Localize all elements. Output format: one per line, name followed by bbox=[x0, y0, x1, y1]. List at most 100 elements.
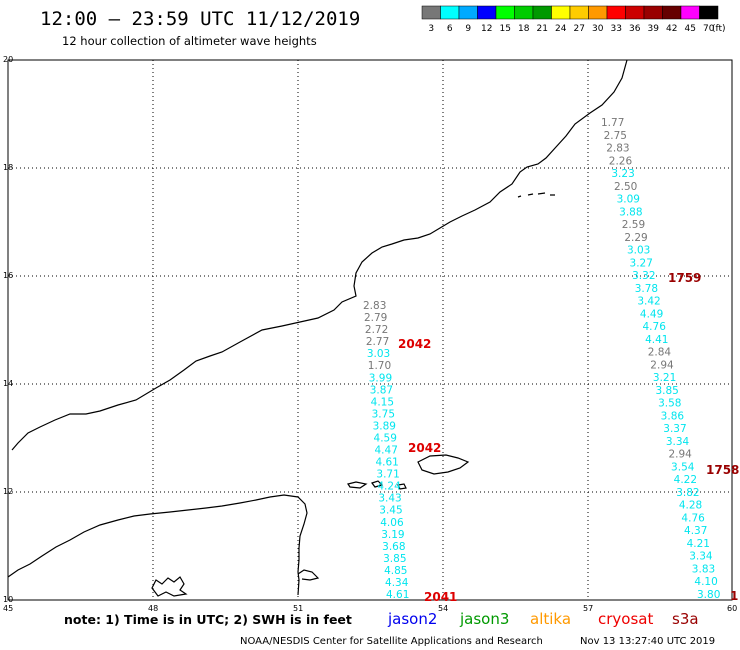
legend-swatch bbox=[477, 5, 497, 20]
wave-height-label: 2.94 bbox=[668, 449, 692, 461]
wave-height-label: 3.85 bbox=[655, 385, 678, 397]
wave-height-label: 4.61 bbox=[386, 589, 409, 601]
wave-height-label: 2.79 bbox=[364, 312, 387, 324]
satellite-legend: jason2 jason3 altika cryosat s3a bbox=[387, 610, 699, 628]
legend-label: 12 bbox=[481, 24, 492, 34]
wave-height-label: 3.54 bbox=[671, 461, 695, 473]
satellite-jason2: jason2 bbox=[387, 610, 437, 628]
wave-height-label: 2.26 bbox=[609, 155, 633, 167]
wave-height-label: 3.75 bbox=[372, 408, 395, 420]
footer-note: note: 1) Time is in UTC; 2) SWH is in fe… bbox=[64, 612, 352, 627]
wave-height-label: 3.45 bbox=[379, 505, 402, 517]
east-track-labels: 1.772.752.832.263.232.503.093.882.592.29… bbox=[601, 117, 720, 601]
wave-height-label: 3.99 bbox=[369, 372, 392, 384]
coastline-africa bbox=[7, 494, 308, 596]
footer-credit: NOAA/NESDIS Center for Satellite Applica… bbox=[240, 636, 543, 647]
wave-height-label: 4.06 bbox=[380, 517, 404, 529]
wave-height-label: 4.34 bbox=[385, 577, 409, 589]
small-islet-1 bbox=[371, 480, 384, 488]
somalia-tip bbox=[297, 569, 320, 581]
legend-swatch bbox=[643, 5, 663, 20]
wave-height-label: 2.72 bbox=[365, 324, 388, 336]
lat-label-10: 10 bbox=[3, 595, 13, 604]
legend-label: 45 bbox=[685, 24, 696, 34]
small-islet-2 bbox=[397, 483, 407, 490]
wave-height-label: 3.88 bbox=[619, 206, 642, 218]
wave-height-label: 4.85 bbox=[384, 565, 407, 577]
legend-swatch bbox=[514, 5, 534, 20]
wave-height-label: 3.27 bbox=[630, 257, 653, 269]
wave-height-label: 1.70 bbox=[368, 360, 391, 372]
legend-label: 70 bbox=[703, 24, 715, 34]
lat-label-14: 14 bbox=[3, 379, 13, 388]
wave-height-label: 3.21 bbox=[653, 372, 676, 384]
legend-swatch bbox=[699, 5, 719, 20]
wave-height-label: 4.76 bbox=[681, 512, 705, 524]
wave-height-label: 3.71 bbox=[376, 469, 399, 481]
lon-label-54: 54 bbox=[438, 604, 448, 613]
map-title: 12:00 — 23:59 UTC 11/12/2019 bbox=[40, 8, 360, 30]
abd-al-kuri-island bbox=[347, 481, 368, 489]
wave-height-label: 2.83 bbox=[363, 300, 386, 312]
lon-label-45: 45 bbox=[3, 604, 13, 613]
socotra-island bbox=[417, 454, 470, 475]
grid-lines bbox=[8, 60, 732, 600]
legend-swatch bbox=[495, 5, 515, 20]
wave-height-label: 4.21 bbox=[687, 538, 710, 550]
wave-height-label: 3.83 bbox=[692, 563, 715, 575]
kuria-muria-islands bbox=[517, 192, 555, 198]
satellite-cryosat: cryosat bbox=[598, 610, 653, 628]
wave-height-label: 3.68 bbox=[382, 541, 405, 553]
lat-label-12: 12 bbox=[3, 487, 13, 496]
wave-height-label: 4.10 bbox=[694, 576, 717, 588]
wave-height-label: 4.47 bbox=[375, 445, 398, 457]
legend-swatch bbox=[680, 5, 700, 20]
legend-swatch bbox=[551, 5, 571, 20]
west-track-labels: 2.832.792.722.773.031.703.993.874.153.75… bbox=[363, 300, 409, 601]
wave-height-label: 4.28 bbox=[679, 500, 702, 512]
satellite-altika: altika bbox=[530, 610, 571, 628]
wave-height-label: 3.34 bbox=[689, 551, 713, 563]
plot-frame bbox=[7, 59, 733, 601]
legend-swatch bbox=[569, 5, 589, 20]
wave-height-label: 3.89 bbox=[373, 420, 396, 432]
wave-height-label: 3.82 bbox=[676, 487, 699, 499]
legend-label: 33 bbox=[611, 24, 622, 34]
legend-swatch bbox=[440, 5, 460, 20]
coastline-arabia bbox=[11, 59, 628, 451]
wave-height-label: 3.42 bbox=[637, 296, 660, 308]
coastlines bbox=[7, 59, 628, 597]
legend-swatch bbox=[606, 5, 626, 20]
wave-height-label: 3.03 bbox=[367, 348, 390, 360]
time-label: 1758 bbox=[706, 463, 739, 477]
wave-height-label: 3.58 bbox=[658, 398, 681, 410]
wave-height-label: 3.43 bbox=[378, 493, 401, 505]
legend-label: 18 bbox=[518, 24, 530, 34]
wave-height-label: 4.15 bbox=[371, 396, 394, 408]
wave-height-label: 3.19 bbox=[381, 529, 404, 541]
lat-label-20: 20 bbox=[3, 55, 13, 64]
legend-label: 15 bbox=[500, 24, 511, 34]
axis-labels: 45 48 51 54 57 60 10 12 14 16 18 20 bbox=[3, 55, 737, 613]
wave-height-label: 4.76 bbox=[643, 321, 667, 333]
wave-height-label: 2.77 bbox=[366, 336, 389, 348]
time-label: 1 bbox=[730, 589, 738, 603]
satellite-s3a: s3a bbox=[672, 610, 699, 628]
legend-label: 9 bbox=[465, 24, 471, 34]
lon-label-57: 57 bbox=[583, 604, 593, 613]
wave-height-label: 2.84 bbox=[648, 347, 672, 359]
map-subtitle: 12 hour collection of altimeter wave hei… bbox=[62, 34, 317, 48]
wave-height-label: 3.87 bbox=[370, 384, 393, 396]
wave-height-label: 2.29 bbox=[624, 232, 647, 244]
legend-swatch bbox=[625, 5, 645, 20]
legend-swatch bbox=[532, 5, 552, 20]
legend-label: 24 bbox=[555, 24, 567, 34]
legend-swatch bbox=[421, 5, 441, 20]
wave-height-label: 4.59 bbox=[374, 432, 397, 444]
wave-height-label: 2.59 bbox=[622, 219, 645, 231]
wave-height-label: 3.78 bbox=[635, 283, 658, 295]
color-legend: 3 6 9 12 15 18 21 24 27 30 33 36 39 42 45 70 bbox=[421, 5, 719, 34]
wave-height-label: 4.22 bbox=[674, 474, 697, 486]
wave-height-label: 4.49 bbox=[640, 308, 663, 320]
